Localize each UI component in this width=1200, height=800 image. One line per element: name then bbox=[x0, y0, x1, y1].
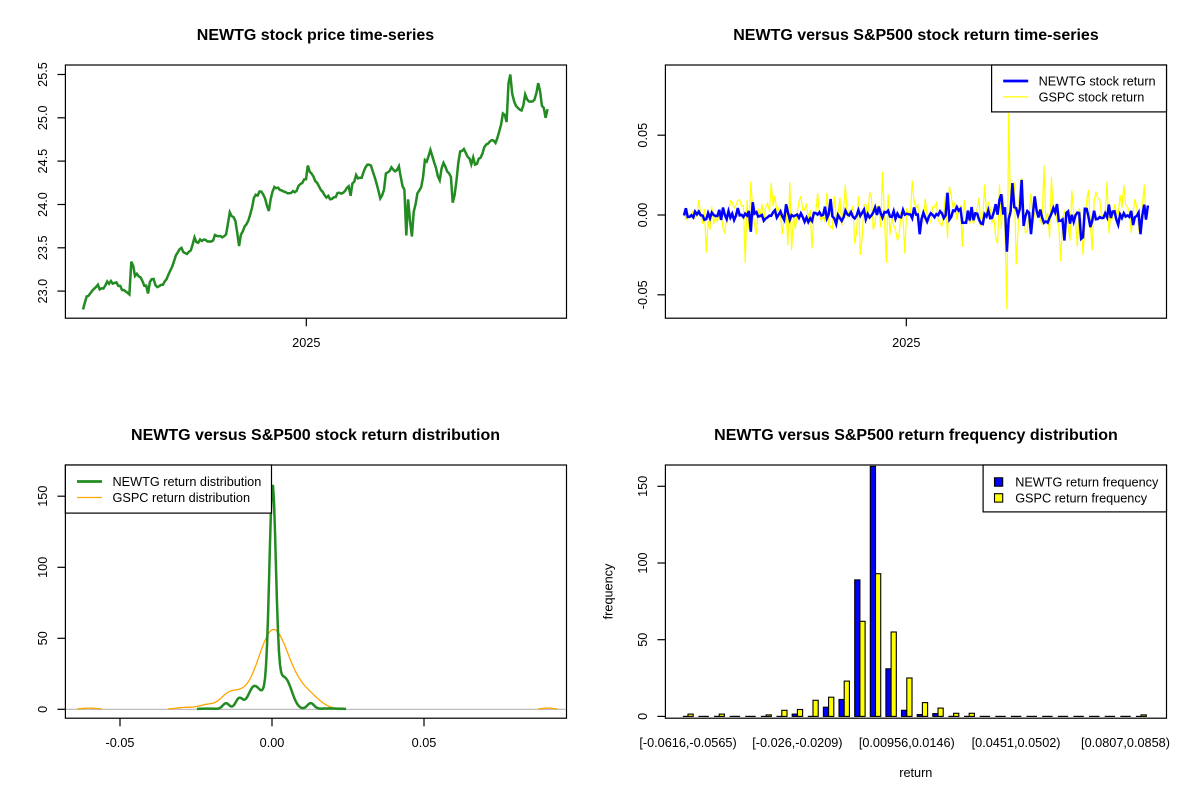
svg-text:return: return bbox=[899, 766, 932, 780]
svg-text:frequency: frequency bbox=[602, 563, 616, 619]
svg-text:-0.05: -0.05 bbox=[636, 280, 650, 309]
svg-text:0.05: 0.05 bbox=[636, 123, 650, 148]
svg-text:NEWTG return distribution: NEWTG return distribution bbox=[113, 475, 262, 489]
svg-text:NEWTG versus S&P500 stock retu: NEWTG versus S&P500 stock return time-se… bbox=[733, 27, 1099, 44]
svg-text:150: 150 bbox=[36, 486, 50, 507]
svg-text:150: 150 bbox=[636, 476, 650, 497]
svg-text:NEWTG versus S&P500 return fre: NEWTG versus S&P500 return frequency dis… bbox=[714, 427, 1118, 444]
svg-text:NEWTG return frequency: NEWTG return frequency bbox=[1015, 476, 1159, 490]
svg-text:24.0: 24.0 bbox=[36, 192, 50, 217]
svg-text:50: 50 bbox=[636, 633, 650, 647]
svg-text:50: 50 bbox=[36, 631, 50, 645]
svg-text:0.05: 0.05 bbox=[412, 736, 437, 750]
svg-text:2025: 2025 bbox=[892, 336, 920, 350]
svg-text:100: 100 bbox=[36, 557, 50, 578]
svg-text:25.5: 25.5 bbox=[36, 62, 50, 87]
svg-text:24.5: 24.5 bbox=[36, 149, 50, 174]
svg-text:GSPC stock return: GSPC stock return bbox=[1039, 91, 1145, 105]
svg-text:NEWTG versus S&P500 stock retu: NEWTG versus S&P500 stock return distrib… bbox=[131, 427, 500, 444]
svg-text:2025: 2025 bbox=[292, 336, 320, 350]
svg-text:0: 0 bbox=[636, 713, 650, 720]
svg-text:GSPC return distribution: GSPC return distribution bbox=[113, 491, 251, 505]
svg-text:23.0: 23.0 bbox=[36, 279, 50, 304]
svg-text:25.0: 25.0 bbox=[36, 105, 50, 130]
svg-text:0.00: 0.00 bbox=[636, 203, 650, 228]
svg-text:-0.05: -0.05 bbox=[106, 736, 135, 750]
svg-text:0.00: 0.00 bbox=[260, 736, 285, 750]
svg-text:[0.0451,0.0502): [0.0451,0.0502) bbox=[972, 736, 1061, 750]
svg-text:NEWTG stock price time-series: NEWTG stock price time-series bbox=[197, 27, 435, 44]
svg-text:100: 100 bbox=[636, 552, 650, 573]
svg-text:[0.0807,0.0858): [0.0807,0.0858) bbox=[1081, 736, 1170, 750]
svg-text:GSPC return frequency: GSPC return frequency bbox=[1015, 492, 1148, 506]
svg-text:[-0.026,-0.0209): [-0.026,-0.0209) bbox=[752, 736, 842, 750]
svg-text:[-0.0616,-0.0565): [-0.0616,-0.0565) bbox=[639, 736, 736, 750]
svg-text:[0.00956,0.0146): [0.00956,0.0146) bbox=[859, 736, 955, 750]
svg-text:23.5: 23.5 bbox=[36, 235, 50, 260]
svg-text:NEWTG stock return: NEWTG stock return bbox=[1039, 75, 1156, 89]
svg-text:0: 0 bbox=[36, 706, 50, 713]
